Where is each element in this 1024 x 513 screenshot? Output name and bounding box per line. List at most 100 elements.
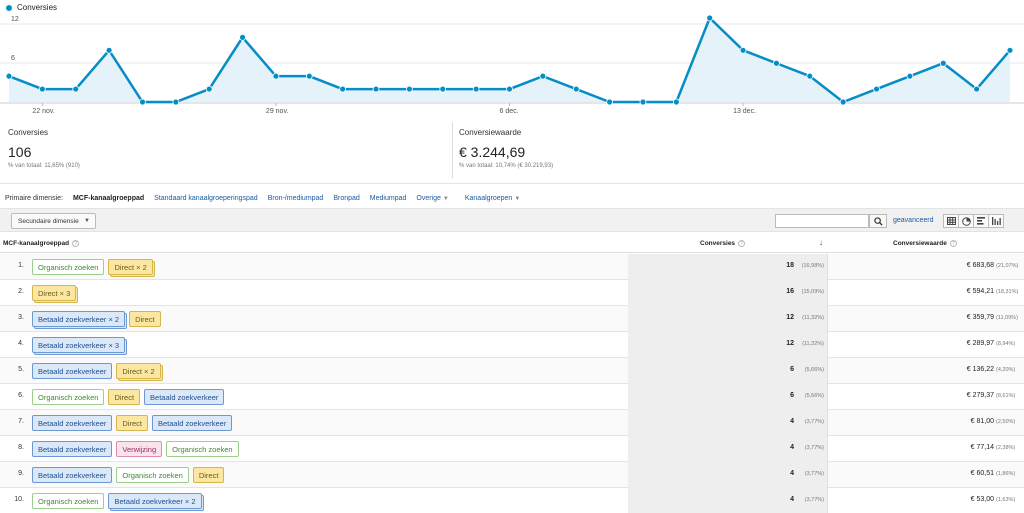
channel-chip[interactable]: Direct × 3 bbox=[32, 285, 77, 301]
data-point bbox=[973, 85, 981, 93]
view-toggle-group bbox=[943, 214, 1004, 228]
search-icon bbox=[873, 216, 883, 226]
legend-dot-icon bbox=[6, 4, 12, 11]
conversions-percent: (5,66%) bbox=[804, 393, 824, 399]
channel-chip[interactable]: Direct bbox=[192, 467, 225, 483]
channel-chip[interactable]: Verwijzing bbox=[116, 441, 163, 457]
data-point bbox=[205, 85, 213, 93]
dimension-link[interactable]: Bronpad bbox=[333, 195, 360, 202]
channel-chip[interactable]: Direct bbox=[116, 415, 148, 431]
channel-chip[interactable]: Organisch zoeken bbox=[116, 467, 189, 483]
conversion-value: € 359,79 bbox=[966, 314, 994, 321]
column-header-path[interactable]: MCF-kanaalgroeppad? bbox=[3, 240, 80, 247]
metric-value: 106 bbox=[8, 144, 32, 160]
y-tick-label: 12 bbox=[11, 16, 19, 23]
table-view-button[interactable] bbox=[943, 214, 959, 228]
dimension-link[interactable]: Bron-/mediumpad bbox=[267, 195, 324, 202]
channel-chip[interactable]: Betaald zoekverkeer bbox=[32, 415, 113, 431]
chart-legend[interactable]: Conversies bbox=[6, 3, 57, 12]
row-index: 4. bbox=[18, 340, 24, 347]
help-icon[interactable]: ? bbox=[72, 240, 80, 247]
channel-path: Betaald zoekverkeer Verwijzing Organisch z… bbox=[32, 441, 239, 457]
channel-chip[interactable]: Direct × 2 bbox=[108, 259, 153, 275]
channel-chip[interactable]: Organisch zoeken bbox=[32, 389, 105, 405]
data-point bbox=[672, 98, 680, 106]
channel-chip[interactable]: Betaald zoekverkeer × 2 bbox=[108, 493, 202, 509]
conversion-value: € 279,37 bbox=[966, 392, 994, 399]
secondary-dimension-label: Secundaire dimensie bbox=[18, 217, 79, 225]
conversions-cell: 18 (16,98%) bbox=[628, 254, 828, 280]
column-header-conversions[interactable]: Conversies? bbox=[700, 240, 746, 247]
dimension-link[interactable]: Standaard kanaalgroeperingspad bbox=[154, 195, 258, 202]
conversions-cell: 6 (5,66%) bbox=[628, 358, 828, 384]
sort-arrow-down-icon[interactable]: ↓ bbox=[819, 238, 823, 247]
channel-path: Organisch zoeken Direct × 2 bbox=[32, 259, 153, 275]
channel-chip[interactable]: Organisch zoeken bbox=[32, 259, 105, 275]
channel-chip[interactable]: Betaald zoekverkeer bbox=[32, 467, 113, 483]
channel-chip[interactable]: Direct × 2 bbox=[116, 363, 161, 379]
conversions-percent: (11,32%) bbox=[802, 315, 824, 321]
bar-icon bbox=[976, 217, 985, 225]
data-point bbox=[739, 46, 747, 54]
row-index: 9. bbox=[18, 470, 24, 477]
channel-chip[interactable]: Betaald zoekverkeer bbox=[144, 389, 225, 405]
channel-chip[interactable]: Betaald zoekverkeer × 2 bbox=[32, 311, 126, 327]
metric-subtext: % van totaal: 10,74% (€ 30.219,93) bbox=[459, 163, 554, 169]
conversions-percent: (15,09%) bbox=[801, 289, 824, 295]
data-point bbox=[172, 98, 180, 106]
x-tick-label: 29 nov. bbox=[266, 108, 288, 115]
channel-chip[interactable]: Direct bbox=[129, 311, 161, 327]
metric-value: € 3.244,69 bbox=[459, 144, 526, 160]
conversion-value: € 81,00 bbox=[970, 418, 994, 425]
metric-subtext: % van totaal: 11,65% (910) bbox=[8, 163, 80, 169]
conversion-value: € 60,51 bbox=[970, 470, 994, 477]
data-point bbox=[105, 46, 113, 54]
row-index: 6. bbox=[18, 392, 24, 399]
data-point bbox=[339, 85, 347, 93]
channel-chip[interactable]: Betaald zoekverkeer bbox=[151, 415, 233, 431]
conversion-value: € 136,22 bbox=[966, 366, 994, 373]
data-point bbox=[305, 72, 313, 80]
comparison-view-button[interactable] bbox=[988, 214, 1004, 228]
channel-path: Direct × 3 bbox=[32, 285, 77, 301]
conversions-cell: 16 (15,09%) bbox=[628, 280, 828, 306]
conversions-value: 4 bbox=[790, 418, 794, 425]
channel-chip[interactable]: Betaald zoekverkeer bbox=[32, 363, 113, 379]
conversion-value-percent: (11,09%) bbox=[996, 315, 1018, 321]
table-search-input[interactable] bbox=[775, 214, 869, 228]
channel-chip[interactable]: Direct bbox=[108, 389, 141, 405]
conversions-cell: 12 (11,32%) bbox=[628, 332, 828, 358]
channel-chip[interactable]: Organisch zoeken bbox=[32, 493, 105, 509]
data-point bbox=[72, 85, 80, 93]
conversion-value-percent: (18,31%) bbox=[996, 289, 1019, 295]
secondary-dimension-dropdown[interactable]: Secundaire dimensie ▼ bbox=[11, 213, 96, 229]
search-button[interactable] bbox=[869, 214, 887, 228]
column-header-value[interactable]: Conversiewaarde? bbox=[893, 240, 957, 247]
pie-icon bbox=[961, 216, 971, 226]
conversions-value: 16 bbox=[786, 288, 794, 295]
conversions-value: 18 bbox=[786, 262, 794, 269]
conversion-value: € 53,00 bbox=[970, 496, 994, 503]
channel-chip[interactable]: Betaald zoekverkeer × 3 bbox=[32, 337, 126, 353]
help-icon[interactable]: ? bbox=[949, 240, 957, 247]
comparison-icon bbox=[991, 217, 1001, 225]
advanced-filter-link[interactable]: geavanceerd bbox=[893, 217, 934, 224]
dimension-link[interactable]: Mediumpad bbox=[369, 195, 407, 202]
help-icon[interactable]: ? bbox=[738, 240, 746, 247]
bar-view-button[interactable] bbox=[973, 214, 989, 228]
row-index: 2. bbox=[18, 288, 24, 295]
row-index: 10. bbox=[14, 496, 24, 503]
channel-path: Betaald zoekverkeer Organisch zoeken Direc… bbox=[32, 467, 225, 483]
channel-chip[interactable]: Organisch zoeken bbox=[166, 441, 239, 457]
table-row: 6. Organisch zoeken Direct Betaald zoekverk… bbox=[0, 384, 1024, 410]
other-dropdown[interactable]: Overige ▼ bbox=[416, 195, 448, 202]
channel-chip[interactable]: Betaald zoekverkeer bbox=[32, 441, 113, 457]
column-label: MCF-kanaalgroeppad bbox=[3, 240, 70, 247]
data-point bbox=[839, 98, 847, 106]
conversions-cell: 4 (3,77%) bbox=[628, 436, 828, 462]
conversions-cell: 6 (5,66%) bbox=[628, 384, 828, 410]
pie-view-button[interactable] bbox=[958, 214, 974, 228]
data-point bbox=[272, 72, 280, 80]
channel-groups-dropdown[interactable]: Kanaalgroepen ▼ bbox=[465, 195, 520, 202]
chart-svg: 6 12 22 nov. 29 nov. 6 dec. 13 dec. bbox=[0, 14, 1024, 115]
